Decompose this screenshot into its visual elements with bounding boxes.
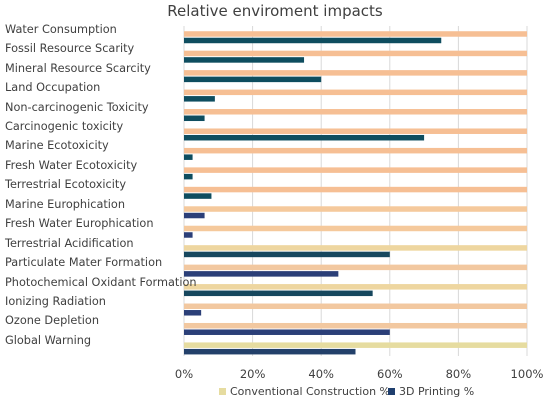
category-label: Non-carcinogenic Toxicity xyxy=(5,100,149,114)
x-tick-label: 60% xyxy=(377,367,403,381)
legend-label: Conventional Construction % xyxy=(230,385,390,398)
category-label: Carcinogenic toxicity xyxy=(5,119,124,133)
bar-3d-printing xyxy=(184,348,356,355)
bar-3d-printing xyxy=(184,251,390,258)
category-label: Marine Ecotoxicity xyxy=(5,139,109,153)
bar-conventional xyxy=(184,342,527,348)
legend-swatch xyxy=(388,388,395,395)
bar-conventional xyxy=(184,303,527,310)
category-label: Marine Europhication xyxy=(5,197,126,211)
bar-conventional xyxy=(184,70,527,76)
bar-conventional xyxy=(184,167,527,173)
bar-conventional xyxy=(184,206,527,212)
bar-conventional xyxy=(184,245,527,251)
bar-conventional xyxy=(184,109,527,115)
category-label: Fresh Water Europhication xyxy=(5,217,154,231)
bar-3d-printing xyxy=(184,290,373,297)
x-tick-label: 40% xyxy=(308,367,334,381)
category-label: Fresh Water Ecotoxicity xyxy=(5,158,138,172)
legend-item: 3D Printing % xyxy=(388,385,474,398)
chart-title: Relative enviroment impacts xyxy=(167,2,383,20)
x-tick-label: 100% xyxy=(510,367,544,381)
x-tick-label: 80% xyxy=(445,367,472,381)
category-label: Particulate Mater Formation xyxy=(5,256,163,270)
bar-3d-printing xyxy=(184,76,322,83)
bar-conventional xyxy=(184,31,527,37)
bar-3d-printing xyxy=(184,329,390,335)
bar-conventional xyxy=(184,128,527,134)
bar-3d-printing xyxy=(184,173,193,180)
category-label: Global Warning xyxy=(5,333,92,347)
bar-conventional xyxy=(184,322,527,329)
bar-3d-printing xyxy=(184,134,425,141)
category-label: Ozone Depletion xyxy=(5,314,99,328)
category-label: Terrestrial Acidification xyxy=(5,236,134,250)
category-label: Terrestrial Ecotoxicity xyxy=(5,178,127,192)
bar-3d-printing xyxy=(184,232,193,238)
category-label: Land Occupation xyxy=(5,81,101,95)
x-tick-label: 20% xyxy=(239,367,266,381)
bar-conventional xyxy=(184,225,527,232)
category-label: Ionizing Radiation xyxy=(5,295,106,309)
category-label: Mineral Resource Scarcity xyxy=(5,61,151,75)
bar-conventional xyxy=(184,186,527,193)
bar-3d-printing xyxy=(184,57,305,63)
bar-3d-printing xyxy=(184,212,205,219)
bar-3d-printing xyxy=(184,193,212,199)
category-label: Photochemical Oxidant Formation xyxy=(5,275,197,289)
bar-3d-printing xyxy=(184,37,442,44)
bar-3d-printing xyxy=(184,310,202,316)
bar-3d-printing xyxy=(184,96,215,102)
bar-3d-printing xyxy=(184,271,339,277)
legend-label: 3D Printing % xyxy=(399,385,475,398)
legend-item: Conventional Construction % xyxy=(219,385,390,398)
category-label: Water Consumption xyxy=(5,22,117,36)
bar-conventional xyxy=(184,284,527,290)
category-label: Fossil Resource Scarity xyxy=(5,42,135,56)
bar-conventional xyxy=(184,264,527,271)
bar-conventional xyxy=(184,147,527,154)
bar-conventional xyxy=(184,50,527,57)
x-tick-label: 0% xyxy=(174,367,194,381)
bar-3d-printing xyxy=(184,115,205,122)
legend-swatch xyxy=(219,388,226,395)
bar-conventional xyxy=(184,89,527,96)
bar-3d-printing xyxy=(184,154,193,160)
